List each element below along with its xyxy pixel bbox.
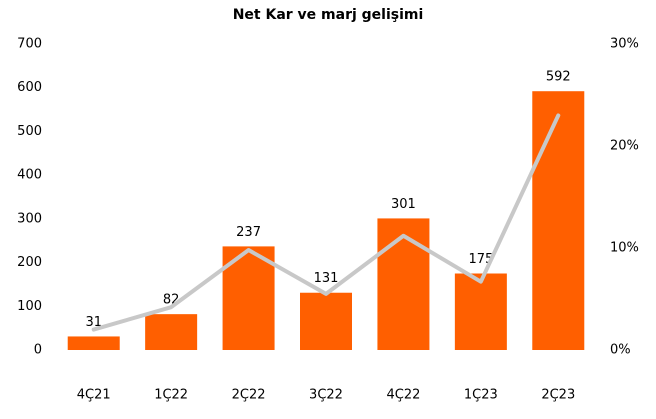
y-tick-label: 400 bbox=[17, 168, 42, 183]
data-label: 175 bbox=[468, 252, 493, 267]
data-label: 592 bbox=[546, 70, 571, 85]
x-tick-label: 1Ç22 bbox=[154, 388, 188, 403]
bar bbox=[67, 336, 120, 350]
y-tick-label: 500 bbox=[17, 124, 42, 139]
y-tick-label: 0 bbox=[34, 343, 42, 358]
x-tick-label: 2Ç22 bbox=[232, 388, 266, 403]
y-tick-label: 100 bbox=[17, 299, 42, 314]
y-tick-label: 700 bbox=[17, 37, 42, 52]
data-label: 31 bbox=[85, 315, 102, 330]
data-label: 301 bbox=[391, 197, 416, 212]
bar bbox=[454, 273, 507, 350]
y2-tick-label: 30% bbox=[610, 37, 639, 52]
data-label: 131 bbox=[314, 271, 339, 286]
x-tick-label: 4Ç22 bbox=[386, 388, 420, 403]
bar bbox=[532, 91, 585, 350]
x-tick-label: 1Ç23 bbox=[464, 388, 498, 403]
y2-tick-label: 0% bbox=[610, 343, 631, 358]
data-label: 237 bbox=[236, 225, 261, 240]
y-tick-label: 200 bbox=[17, 255, 42, 270]
x-tick-label: 2Ç23 bbox=[541, 388, 575, 403]
y-tick-label: 600 bbox=[17, 80, 42, 95]
bar bbox=[300, 292, 352, 350]
chart-title: Net Kar ve marj gelişimi bbox=[233, 7, 424, 23]
line bbox=[91, 113, 561, 332]
y-tick-label: 300 bbox=[17, 211, 42, 226]
y2-tick-label: 20% bbox=[610, 139, 639, 154]
bar bbox=[377, 218, 430, 350]
x-tick-label: 4Ç21 bbox=[77, 388, 111, 403]
x-tick-label: 3Ç22 bbox=[309, 388, 343, 403]
bar bbox=[145, 314, 198, 350]
y2-tick-label: 10% bbox=[610, 241, 639, 256]
